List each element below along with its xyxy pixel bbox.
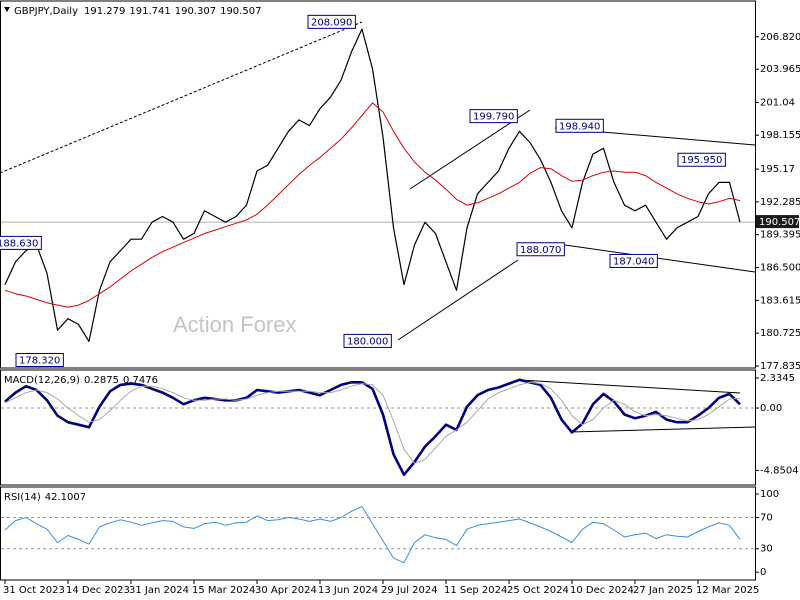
y-tick-label: 195.17 <box>760 164 795 175</box>
price-annotation: 208.090 <box>307 14 356 29</box>
annotation-box <box>609 253 658 268</box>
annotation-box <box>343 333 392 348</box>
price-annotation: 195.950 <box>677 152 726 167</box>
series-line <box>4 102 741 308</box>
annotation-box <box>469 109 518 124</box>
x-tick-label: 25 Oct 2024 <box>507 585 569 596</box>
ohlc-value: 190.307 <box>175 6 216 17</box>
watermark: Action Forex <box>173 312 297 337</box>
series-line <box>4 28 741 342</box>
macd-panel <box>0 369 756 486</box>
y-tick-label: 192.285 <box>760 197 800 208</box>
indicator-title: MACD(12,26,9) <box>4 375 80 386</box>
indicator-title: GBPJPY,Daily <box>14 6 78 17</box>
annotation-label: 188.630 <box>0 238 38 249</box>
last-price-label: 190.507 <box>759 217 800 228</box>
trend-line <box>564 244 756 273</box>
indicator-value: 42.1007 <box>45 492 86 503</box>
panel-header: MACD(12,26,9) 0.2875 0.7476 <box>4 375 158 386</box>
y-tick-label: 0 <box>760 567 766 578</box>
y-tick-label: 206.820 <box>760 32 800 43</box>
annotation-box <box>0 235 42 250</box>
trend-line <box>397 259 519 341</box>
price-annotation: 178.320 <box>15 353 64 368</box>
y-tick-label: 0.00 <box>760 403 782 414</box>
x-tick-label: 10 Dec 2024 <box>570 585 634 596</box>
annotation-label: 180.000 <box>347 336 388 347</box>
annotation-box <box>307 14 356 29</box>
x-tick-label: 29 Jul 2024 <box>381 585 438 596</box>
y-tick-label: 186.500 <box>760 263 800 274</box>
annotation-label: 195.950 <box>681 155 722 166</box>
price-annotation: 199.790 <box>469 109 518 124</box>
price-annotation: 198.940 <box>555 118 604 133</box>
x-tick-label: 15 Mar 2024 <box>192 585 255 596</box>
annotation-label: 208.090 <box>311 17 352 28</box>
y-tick-label: 100 <box>760 489 779 500</box>
y-tick-label: 198.155 <box>760 130 800 141</box>
y-tick-label: 177.835 <box>760 361 800 372</box>
annotation-box <box>677 152 726 167</box>
x-tick-label: 27 Jan 2025 <box>633 585 693 596</box>
annotation-label: 178.320 <box>19 356 60 367</box>
annotation-label: 198.940 <box>559 121 600 132</box>
panel-header: GBPJPY,Daily 191.279 191.741 190.307 190.507 <box>14 6 261 17</box>
x-tick-label: 31 Oct 2023 <box>3 585 65 596</box>
x-tick-label: 13 Jun 2024 <box>318 585 378 596</box>
y-tick-label: 203.965 <box>760 64 800 75</box>
y-tick-label: 30 <box>760 544 773 555</box>
indicator-value: 0.7476 <box>123 375 158 386</box>
price-panel <box>0 0 756 369</box>
annotation-label: 199.790 <box>473 112 514 123</box>
last-price-box <box>756 215 799 229</box>
rsi-panel <box>0 486 756 581</box>
panel-header: RSI(14) 42.1007 <box>4 492 86 503</box>
y-tick-label: 183.615 <box>760 295 800 306</box>
price-annotation: 188.070 <box>516 242 565 257</box>
x-tick-label: 14 Dec 2023 <box>66 585 130 596</box>
indicator-value: 0.2875 <box>84 375 119 386</box>
y-tick-label: 180.725 <box>760 328 800 339</box>
price-annotation: 180.000 <box>343 333 392 348</box>
y-tick-label: 70 <box>760 512 773 523</box>
annotation-label: 188.070 <box>520 245 561 256</box>
y-tick-label: 201.04 <box>760 97 795 108</box>
y-tick-label: 189.395 <box>760 230 800 241</box>
x-tick-label: 31 Jan 2024 <box>129 585 189 596</box>
y-tick-label: -4.8504 <box>760 465 799 476</box>
trend-line <box>569 426 756 433</box>
series-line <box>4 381 741 464</box>
x-tick-label: 12 Mar 2025 <box>696 585 759 596</box>
symbol-icon <box>4 7 10 12</box>
trend-line <box>519 379 741 394</box>
annotation-box <box>15 353 64 368</box>
trend-line <box>0 21 363 174</box>
x-tick-label: 11 Sep 2024 <box>444 585 507 596</box>
x-tick-label: 30 Apr 2024 <box>255 585 317 596</box>
ohlc-value: 191.279 <box>84 6 125 17</box>
series-line <box>4 378 741 477</box>
annotation-box <box>555 118 604 133</box>
price-annotation: 188.630 <box>0 235 42 250</box>
annotation-label: 187.040 <box>613 256 654 267</box>
y-tick-label: 2.3345 <box>760 373 795 384</box>
price-annotation: 187.040 <box>609 253 658 268</box>
ohlc-value: 190.507 <box>220 6 261 17</box>
indicator-title: RSI(14) <box>4 492 41 503</box>
ohlc-value: 191.741 <box>129 6 170 17</box>
annotation-box <box>516 242 565 257</box>
series-line <box>4 506 741 564</box>
